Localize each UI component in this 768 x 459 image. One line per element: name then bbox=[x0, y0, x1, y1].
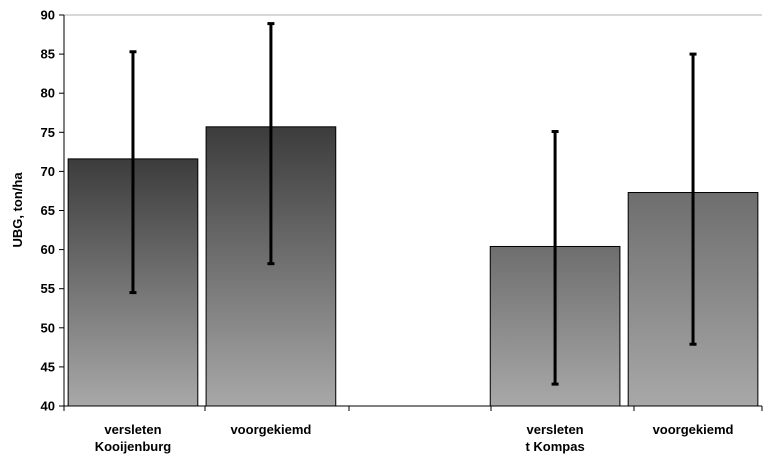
category-label: voorgekiemd bbox=[230, 422, 311, 437]
y-tick-label: 55 bbox=[41, 281, 55, 296]
category-label: Kooijenburg bbox=[95, 439, 172, 454]
y-tick-label: 40 bbox=[41, 399, 55, 414]
y-tick-label: 45 bbox=[41, 359, 55, 374]
y-tick-label: 50 bbox=[41, 320, 55, 335]
y-tick-label: 65 bbox=[41, 203, 55, 218]
y-tick-label: 60 bbox=[41, 242, 55, 257]
y-tick-label: 85 bbox=[41, 47, 55, 62]
category-label: versleten bbox=[104, 422, 161, 437]
y-axis-title: UBG, ton/ha bbox=[10, 172, 25, 248]
y-tick-label: 90 bbox=[41, 8, 55, 23]
category-label: versleten bbox=[527, 422, 584, 437]
category-label: voorgekiemd bbox=[653, 422, 734, 437]
y-tick-label: 80 bbox=[41, 86, 55, 101]
y-tick-label: 70 bbox=[41, 164, 55, 179]
plot-area bbox=[67, 22, 759, 407]
y-tick-label: 75 bbox=[41, 125, 55, 140]
axes: versleten Kooijenburg voorgekiemd versleten… bbox=[41, 8, 763, 454]
category-label: t Kompas bbox=[525, 439, 584, 454]
